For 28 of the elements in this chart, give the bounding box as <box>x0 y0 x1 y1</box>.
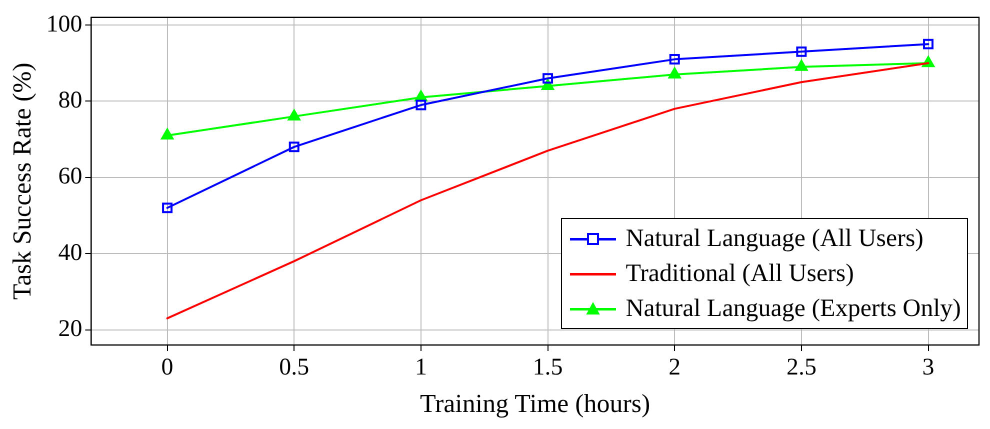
legend-label: Natural Language (All Users) <box>626 224 925 254</box>
point <box>795 60 808 71</box>
x-tick-label: 0.5 <box>279 354 310 381</box>
y-axis-title: Task Success Rate (%) <box>7 62 36 300</box>
y-tick-label: 40 <box>58 240 82 266</box>
point <box>161 128 174 140</box>
point <box>923 38 934 50</box>
x-tick-label: 1.5 <box>532 354 563 381</box>
point <box>416 100 426 110</box>
point <box>288 109 300 120</box>
x-tick-label: 3 <box>922 354 934 381</box>
y-tick-label: 100 <box>46 11 82 38</box>
legend-label: Traditional (All Users) <box>626 259 855 289</box>
point <box>668 68 681 79</box>
point <box>796 46 807 57</box>
legend-label: Natural Language (Experts Only) <box>626 294 961 324</box>
point <box>288 142 300 152</box>
x-axis-title: Training Time (hours) <box>420 389 650 418</box>
y-tick-label: 20 <box>58 316 82 342</box>
x-tick-label: 0 <box>161 354 174 381</box>
x-tick-label: 1 <box>414 354 427 381</box>
point <box>162 202 173 214</box>
point <box>669 54 680 65</box>
y-tick-label: 60 <box>58 164 82 190</box>
x-tick-label: 2.5 <box>786 354 816 381</box>
point <box>542 73 554 84</box>
y-tick-label: 80 <box>58 88 82 114</box>
x-tick-label: 2 <box>668 354 681 381</box>
